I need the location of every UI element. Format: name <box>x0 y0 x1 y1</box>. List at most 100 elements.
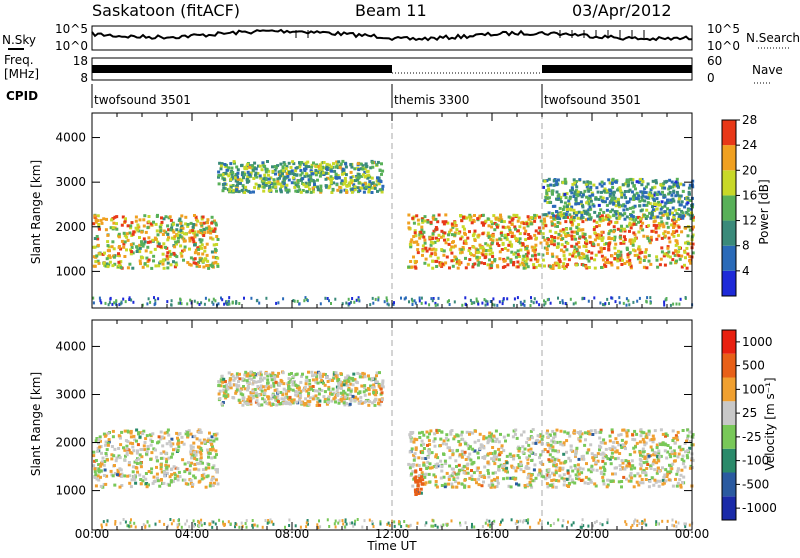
data-cell <box>498 257 501 260</box>
data-cell <box>324 384 327 387</box>
data-cell <box>661 250 664 253</box>
data-cell <box>413 438 416 441</box>
data-cell <box>549 453 552 456</box>
data-cell <box>434 248 437 251</box>
data-cell <box>131 267 134 270</box>
data-cell <box>671 463 674 466</box>
data-cell <box>616 259 619 262</box>
data-cell <box>136 462 139 465</box>
data-cell <box>330 181 333 184</box>
data-cell <box>677 431 680 434</box>
data-cell <box>642 438 645 441</box>
data-cell <box>628 303 630 306</box>
data-cell <box>197 248 200 251</box>
data-cell <box>429 236 432 239</box>
data-cell <box>667 217 670 220</box>
data-cell <box>148 297 150 300</box>
data-cell <box>371 377 374 380</box>
data-cell <box>633 451 636 454</box>
data-cell <box>434 445 437 448</box>
data-cell <box>437 257 440 260</box>
data-cell <box>682 211 685 214</box>
data-cell <box>466 237 469 240</box>
data-cell <box>123 474 126 477</box>
data-cell <box>487 303 489 306</box>
data-cell <box>476 256 479 259</box>
data-cell <box>412 303 414 306</box>
data-cell <box>99 435 102 438</box>
data-cell <box>222 189 225 192</box>
data-cell <box>459 443 462 446</box>
data-cell <box>139 453 142 456</box>
data-cell <box>279 174 282 177</box>
data-cell <box>584 481 587 484</box>
data-cell <box>188 472 191 475</box>
data-cell <box>237 168 240 171</box>
data-cell <box>152 255 155 258</box>
data-cell <box>682 476 685 479</box>
data-cell <box>574 255 577 258</box>
data-cell <box>672 230 675 233</box>
data-cell <box>639 261 642 264</box>
data-cell <box>192 223 195 226</box>
data-cell <box>136 224 139 227</box>
data-cell <box>327 380 330 383</box>
data-cell <box>151 440 154 443</box>
freq-tick-top: 18 <box>73 54 88 68</box>
data-cell <box>563 193 566 196</box>
colorbar-tick-label: 20 <box>742 163 757 177</box>
data-cell <box>198 481 201 484</box>
data-cell <box>639 218 642 221</box>
data-cell <box>447 233 450 236</box>
data-cell <box>94 260 97 263</box>
data-cell <box>568 213 571 216</box>
data-cell <box>94 265 97 268</box>
data-cell <box>601 255 604 258</box>
data-cell <box>652 463 655 466</box>
data-cell <box>179 218 182 221</box>
data-cell <box>155 466 158 469</box>
data-cell <box>593 205 596 208</box>
data-cell <box>618 296 620 299</box>
data-cell <box>372 302 374 305</box>
data-cell <box>206 243 209 246</box>
data-cell <box>664 264 667 267</box>
data-cell <box>157 297 159 300</box>
data-cell <box>170 263 173 266</box>
data-cell <box>621 439 624 442</box>
data-cell <box>651 476 654 479</box>
data-cell <box>104 444 107 447</box>
data-cell <box>341 173 344 176</box>
data-cell <box>418 464 421 467</box>
data-cell <box>111 264 114 267</box>
data-cell <box>524 230 527 233</box>
data-cell <box>563 473 566 476</box>
data-cell <box>178 471 181 474</box>
data-cell <box>658 455 661 458</box>
data-cell <box>419 231 422 234</box>
data-cell <box>325 172 328 175</box>
data-cell <box>638 245 641 248</box>
data-cell <box>210 222 213 225</box>
data-cell <box>351 297 353 300</box>
data-cell <box>384 300 386 303</box>
data-cell <box>491 234 494 237</box>
data-cell <box>140 482 143 485</box>
data-cell <box>163 267 166 270</box>
data-cell <box>364 375 367 378</box>
data-cell <box>669 262 672 265</box>
data-cell <box>368 180 371 183</box>
data-cell <box>241 377 244 380</box>
data-cell <box>661 237 664 240</box>
data-cell <box>590 200 593 203</box>
data-cell <box>633 194 636 197</box>
data-cell <box>212 440 215 443</box>
data-cell <box>213 243 216 246</box>
data-cell <box>614 243 617 246</box>
data-cell <box>671 258 674 261</box>
data-cell <box>253 186 256 189</box>
data-cell <box>678 213 681 216</box>
data-cell <box>606 209 609 212</box>
data-cell <box>221 381 224 384</box>
data-cell <box>483 262 486 265</box>
